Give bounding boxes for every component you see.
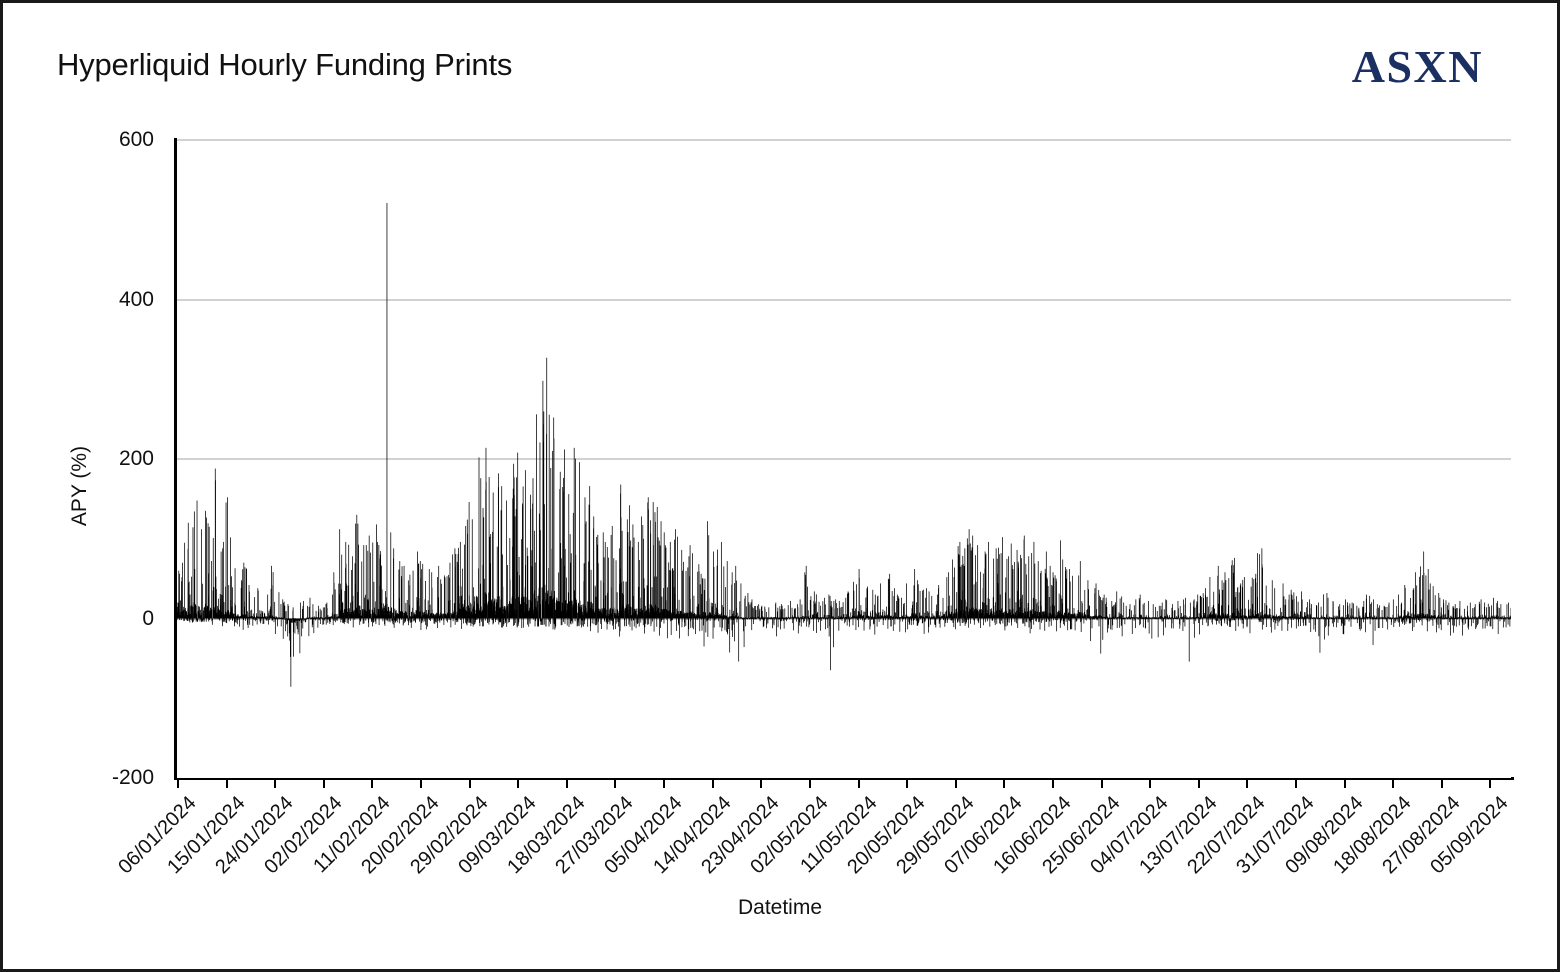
x-axis-tick-mark: [1294, 780, 1297, 788]
y-axis-tick-label: -200: [111, 766, 154, 789]
asxn-logo: ASXN: [1351, 41, 1483, 92]
x-axis-tick-mark: [1051, 780, 1054, 788]
x-axis-tick-mark: [565, 780, 568, 788]
x-axis-tick-mark: [906, 780, 909, 788]
x-axis-tick-mark: [1343, 780, 1346, 788]
x-axis-tick-mark: [1003, 780, 1006, 788]
y-axis-tick-label: 600: [118, 128, 154, 151]
x-axis-tick-mark: [954, 780, 957, 788]
x-axis-tick-mark: [1246, 780, 1249, 788]
x-axis-tick-mark: [517, 780, 520, 788]
x-axis-tick-mark: [371, 780, 374, 788]
gridline: [177, 458, 1511, 460]
x-axis-tick-mark: [760, 780, 763, 788]
x-axis-tick-mark: [1197, 780, 1200, 788]
x-axis-tick-mark: [420, 780, 423, 788]
x-axis-title: Datetime: [737, 896, 823, 919]
gridline: [177, 298, 1511, 301]
x-axis-tick-mark: [1149, 780, 1152, 788]
y-axis-tick-label: 400: [118, 287, 154, 311]
x-axis-tick-mark: [1489, 780, 1492, 788]
gridline: [177, 139, 1511, 141]
page-title: Hyperliquid Hourly Funding Prints: [57, 47, 513, 82]
x-axis-tick-mark: [1440, 780, 1443, 788]
x-axis-tick-mark: [857, 780, 860, 788]
y-axis-tick-label: 0: [142, 606, 154, 630]
x-axis-tick-mark: [663, 780, 666, 788]
x-axis-tick-mark: [468, 780, 471, 788]
x-axis-tick-mark: [1392, 780, 1395, 788]
funding-bars: [177, 203, 1511, 687]
x-axis-tick-mark: [808, 780, 811, 788]
x-axis-tick-mark: [711, 780, 714, 788]
y-axis-tick-label: 200: [118, 447, 154, 470]
x-axis-tick-mark: [177, 780, 179, 788]
x-axis-tick-mark: [614, 780, 617, 788]
y-axis-line: [174, 138, 177, 780]
x-axis-tick-mark: [225, 780, 228, 788]
x-axis-line: [174, 777, 1514, 780]
plot-area: [177, 139, 1511, 778]
x-axis-tick-mark: [274, 780, 277, 788]
x-axis-tick-mark: [322, 780, 325, 788]
x-axis-tick-mark: [1100, 780, 1103, 788]
